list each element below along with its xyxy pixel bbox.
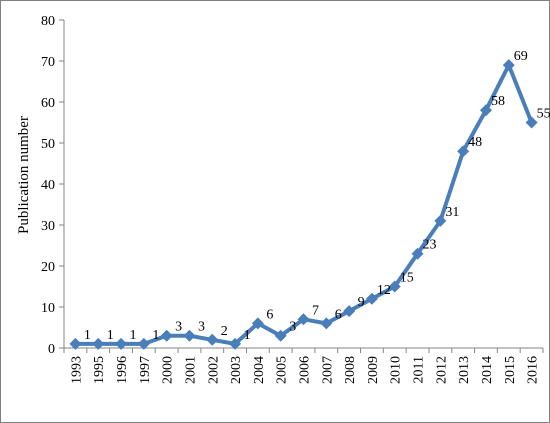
x-tick-label: 2009 <box>366 356 381 384</box>
x-tick-label: 2013 <box>457 356 472 384</box>
data-point <box>137 337 150 350</box>
data-label: 1 <box>84 328 91 343</box>
x-tick-label: 2008 <box>343 356 358 384</box>
data-point <box>297 313 310 326</box>
data-point <box>183 329 196 342</box>
y-tick-label: 80 <box>41 14 55 29</box>
data-label: 31 <box>445 205 459 220</box>
x-tick-label: 2015 <box>503 356 518 384</box>
x-tick-label: 2004 <box>252 356 267 384</box>
data-label: 3 <box>289 320 296 335</box>
data-point <box>115 337 128 350</box>
data-label: 23 <box>423 238 437 253</box>
data-label: 48 <box>468 135 482 150</box>
data-point <box>525 116 538 129</box>
y-tick-label: 30 <box>41 219 55 234</box>
x-tick-label: 2012 <box>434 356 449 384</box>
y-tick-label: 0 <box>48 342 55 357</box>
data-point <box>92 337 105 350</box>
data-point <box>206 333 219 346</box>
x-tick-label: 2005 <box>275 356 290 384</box>
data-point <box>229 337 242 350</box>
y-axis-title: Publication number <box>16 116 32 234</box>
data-point <box>411 247 424 260</box>
x-tick-label: 2003 <box>229 356 244 384</box>
y-tick-label: 10 <box>41 301 55 316</box>
data-label: 55 <box>537 107 550 122</box>
data-label: 6 <box>335 307 342 322</box>
x-tick-label: 1997 <box>138 356 153 384</box>
data-point <box>251 317 264 330</box>
data-point <box>365 292 378 305</box>
x-tick-label: 1993 <box>69 356 84 384</box>
x-tick-labels: 1993 1995 1996 1997 2000 2001 2002 2003 2004 2005… <box>69 356 540 384</box>
data-label: 1 <box>152 328 159 343</box>
data-label: 3 <box>198 320 205 335</box>
data-point <box>274 329 287 342</box>
x-tick-label: 2006 <box>298 356 313 384</box>
data-label: 1 <box>244 328 251 343</box>
data-label: 9 <box>358 295 365 310</box>
data-label: 1 <box>107 328 114 343</box>
data-label: 7 <box>312 303 319 318</box>
x-tick-label: 2007 <box>320 356 335 384</box>
y-tick-label: 60 <box>41 96 55 111</box>
data-label: 6 <box>266 307 273 322</box>
x-tick-label: 2014 <box>480 356 495 384</box>
data-label: 1 <box>130 328 137 343</box>
y-tick-labels: 0 10 20 30 40 50 60 70 80 <box>41 14 55 357</box>
y-tick-label: 40 <box>41 178 55 193</box>
x-tick-label: 1996 <box>115 356 130 384</box>
data-label: 12 <box>377 283 391 298</box>
data-label: 58 <box>491 94 505 109</box>
y-tick-label: 50 <box>41 137 55 152</box>
data-point <box>160 329 173 342</box>
data-point <box>69 337 82 350</box>
x-tick-label: 1995 <box>92 356 107 384</box>
data-point <box>343 305 356 318</box>
x-tick-label: 2002 <box>206 356 221 384</box>
x-tick-label: 2001 <box>183 356 198 384</box>
x-tick-label: 2000 <box>161 356 176 384</box>
data-point <box>457 145 470 158</box>
y-tick-label: 70 <box>41 55 55 70</box>
data-point <box>388 280 401 293</box>
y-tick-label: 20 <box>41 260 55 275</box>
data-point <box>479 104 492 117</box>
data-label: 3 <box>175 320 182 335</box>
data-label: 15 <box>400 271 414 286</box>
x-tick-label: 2016 <box>526 356 541 384</box>
series <box>69 59 538 350</box>
x-tick-label: 2010 <box>389 356 404 384</box>
data-point <box>434 214 447 227</box>
data-point <box>502 59 515 72</box>
data-label: 2 <box>221 324 228 339</box>
data-label: 69 <box>514 49 528 64</box>
data-point <box>320 317 333 330</box>
x-tick-label: 2011 <box>412 356 427 383</box>
